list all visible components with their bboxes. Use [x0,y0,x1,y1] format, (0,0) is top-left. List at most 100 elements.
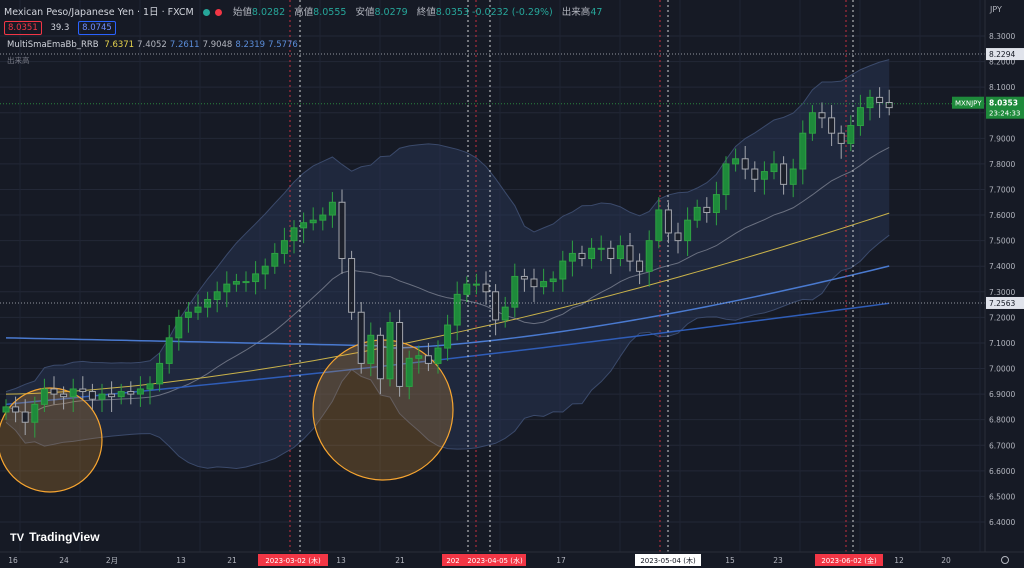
price-axis-bg [985,0,1024,568]
currency-label[interactable]: JPY [990,5,1002,14]
candle-body [655,209,663,242]
candle-body [12,406,20,413]
symbol-title[interactable]: Mexican Peso/Japanese Yen · 1日 · FXCM [4,7,194,18]
candle-body [780,163,788,185]
candle-body [396,321,404,387]
candle-body [319,214,327,221]
candle-body [885,102,893,109]
date-label: 2023-05-04 (木) [640,556,696,565]
candle-body [770,163,778,173]
price-label-bg [986,296,1024,309]
price-label: 8.2294 [989,50,1015,59]
candle-body [492,291,500,321]
settings-gear-icon[interactable] [1001,556,1009,564]
candle-body [741,158,749,170]
date-label: 2023-06-02 (金) [821,556,877,565]
candle-body [818,112,826,119]
indicator-legend[interactable]: MultiSmaEmaBb_RRB 7.6371 7.4052 7.2611 7.90… [7,40,304,50]
candle-body [597,247,605,250]
y-tick-label: 7.1000 [989,339,1015,348]
date-label-bg [442,554,464,566]
candle-body [367,334,375,364]
candle-body [693,206,701,221]
candle-body [751,168,759,180]
candle-body [674,232,682,242]
candle-body [40,388,48,405]
y-tick-label: 8.3000 [989,32,1015,41]
volume-value: 47 [590,7,603,18]
indicator-name: MultiSmaEmaBb_RRB [7,40,99,50]
candle-body [703,206,711,213]
candle-body [588,247,596,260]
candle-body [290,227,298,242]
candle-body [645,240,653,272]
close-label: 終値 [416,7,436,18]
spread-value: 39.3 [50,23,70,33]
candle-body [117,391,125,398]
market-status-dot [202,9,210,16]
candle-body [482,283,490,293]
tradingview-logo-icon: TV [10,532,25,544]
candle-body [175,316,183,339]
x-tick-label: 21 [395,556,405,565]
candle-body [88,391,96,400]
close-value: 8.0353 [435,7,470,18]
candle-body [549,278,557,283]
candle-body [213,291,221,300]
status-dots [202,7,224,18]
y-tick-label: 7.9000 [989,134,1015,143]
current-price-bg [986,96,1024,119]
y-tick-label: 8.1000 [989,83,1015,92]
candle-body [328,201,336,216]
candle-body [194,306,202,313]
x-tick-label: 21 [227,556,237,565]
sell-button[interactable]: 8.0351 [4,21,42,35]
candle-body [415,355,423,359]
candle-body [808,112,816,134]
candle-body [828,117,836,134]
low-value: 8.0279 [374,7,408,18]
candle-body [271,252,279,267]
buy-button[interactable]: 8.0745 [78,21,116,35]
tradingview-logo-text: TradingView [29,530,100,544]
candle-body [837,132,845,144]
candle-body [223,283,231,293]
candle-body [540,281,548,288]
date-label: 2023-03-02 (木) [265,556,321,565]
data-status-dot [214,9,222,16]
candle-body [252,273,260,283]
candle-body [261,265,269,275]
candle-body [856,107,864,127]
candle-body [876,96,884,104]
y-tick-label: 7.6000 [989,211,1015,220]
indicator-value: 7.4052 [137,40,167,50]
candle-body [165,337,173,364]
candle-body [463,283,471,295]
x-tick-label: 23 [773,556,783,565]
candle-body [357,311,365,364]
indicator-values: 7.6371 7.4052 7.2611 7.9048 8.2319 7.5776 [104,40,301,50]
x-tick-label: 24 [59,556,69,565]
candle-body [136,388,144,395]
y-tick-label: 7.7000 [989,185,1015,194]
date-label-bg [258,554,328,566]
candle-body [732,158,740,165]
x-tick-label: 16 [8,556,18,565]
y-tick-label: 6.5000 [989,492,1015,501]
candle-body [722,163,730,196]
indicator-value: 7.6371 [104,40,135,50]
candle-body [309,219,317,224]
candle-body [146,383,154,390]
candle-body [280,240,288,254]
candle-body [376,334,384,380]
candle-body [184,311,192,318]
date-label-bg [815,554,883,566]
y-tick-label: 8.2000 [989,58,1015,67]
candle-body [348,258,356,313]
candle-body [520,275,528,280]
candle-body [472,283,480,286]
candle-body [424,355,432,364]
candle-body [242,281,250,284]
